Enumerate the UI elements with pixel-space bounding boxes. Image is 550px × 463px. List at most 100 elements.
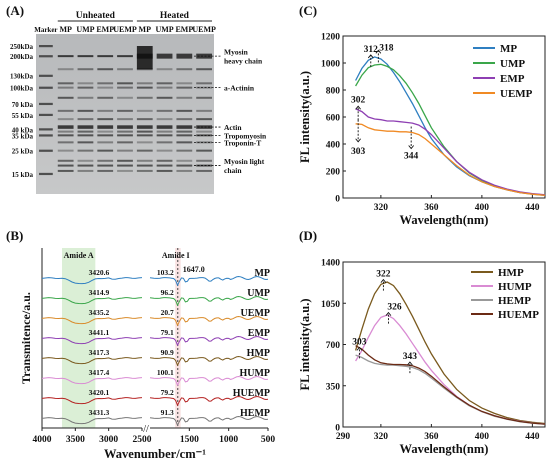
- sample-band: [176, 164, 193, 167]
- marker-band: [39, 74, 53, 77]
- fluorescence-chart-d: 0 350 700 1050 1400 290 320 360 400 440 Wavelength…: [298, 259, 546, 456]
- legend-label-ump: UMP: [500, 58, 525, 70]
- x-tick-label: 360: [424, 432, 439, 442]
- ftir-trace-hmp: [41, 355, 269, 367]
- sample-band: [196, 53, 212, 59]
- sample-band: [176, 96, 193, 99]
- annotation-arrow-head: [356, 346, 363, 351]
- marker-band: [39, 55, 53, 58]
- annotation-arrow-head: [355, 105, 361, 110]
- annotation-label: 322: [376, 270, 391, 280]
- sample-band: [156, 125, 173, 129]
- sample-band: [136, 164, 153, 167]
- marker-label: 100kDa: [10, 85, 33, 93]
- sample-band: [77, 118, 94, 121]
- x-tick-label: 320: [374, 432, 389, 442]
- y-tick-label: 1000: [321, 60, 340, 70]
- sample-band: [77, 55, 94, 58]
- ftir-trace-uemp: [41, 315, 269, 327]
- x-axis-title: Wavelength(nm): [400, 213, 489, 227]
- sample-band: [57, 82, 74, 85]
- sample-band: [97, 169, 114, 172]
- protein-label: Troponin-T: [224, 138, 261, 147]
- sample-band: [176, 125, 193, 129]
- sample-band: [196, 169, 212, 172]
- y-tick-label: 700: [326, 341, 341, 351]
- sample-band: [156, 118, 173, 121]
- series-line-emp: [355, 108, 546, 196]
- amide-a-value: 3414.9: [89, 288, 110, 297]
- annotation-label: 303: [352, 337, 367, 347]
- group-label-heated: Heated: [160, 11, 190, 21]
- amide-a-value: 3441.1: [89, 328, 110, 337]
- x-axis-title: Wavenumber/cm⁻¹: [104, 447, 206, 461]
- series-line-hump: [355, 314, 546, 425]
- legend-label-emp: EMP: [500, 73, 525, 85]
- sample-band: [117, 169, 133, 172]
- legend-label-hmp: HMP: [498, 267, 524, 279]
- sample-band: [176, 134, 193, 137]
- ftir-trace-huemp: [41, 395, 269, 407]
- sample-band: [136, 169, 153, 172]
- marker-band: [39, 113, 53, 117]
- sample-band: [77, 130, 94, 133]
- sample-band: [176, 159, 193, 162]
- lane-label: MP: [139, 25, 152, 34]
- marker-band: [39, 128, 53, 131]
- sample-band: [136, 109, 153, 112]
- amide-a-value: 3435.2: [89, 308, 110, 317]
- sample-band: [156, 149, 173, 152]
- sample-band: [97, 118, 114, 121]
- sample-smear: [136, 46, 153, 70]
- sample-band: [57, 96, 74, 99]
- sample-band: [77, 169, 94, 172]
- y-tick-label: 800: [326, 87, 341, 97]
- ftir-trace-hump: [41, 375, 269, 387]
- gel-background: [36, 34, 214, 194]
- lane-label: MP: [59, 25, 72, 34]
- sample-band: [117, 164, 133, 167]
- y-axis-title: FL intensity(a.u.): [298, 298, 312, 390]
- sample-band: [77, 68, 94, 71]
- marker-label: 15 kDa: [12, 171, 34, 179]
- ftir-trace-ump: [41, 295, 269, 307]
- lane-label: UMP: [76, 25, 94, 34]
- sample-band: [196, 82, 212, 85]
- sample-band: [156, 82, 173, 85]
- sample-band: [196, 130, 212, 133]
- lane-label: UEMP: [192, 25, 216, 34]
- sample-band: [77, 164, 94, 167]
- y-tick-label: 350: [326, 382, 341, 392]
- ftir-series-label: UMP: [247, 288, 270, 299]
- y-tick-label: 0: [335, 424, 340, 434]
- marker-band: [39, 149, 53, 152]
- sample-band: [176, 118, 193, 121]
- sample-band: [196, 86, 212, 89]
- x-tick-label: 1500: [180, 435, 199, 445]
- x-tick-label: 500: [261, 435, 276, 445]
- legend-label-uemp: UEMP: [500, 88, 533, 100]
- group-label-unheated: Unheated: [76, 11, 116, 21]
- sample-band: [196, 141, 212, 144]
- sample-band: [196, 164, 212, 167]
- sample-band: [97, 96, 114, 99]
- annotation-label: 344: [404, 152, 419, 162]
- sample-band: [117, 134, 133, 137]
- ftir-series-label: HUMP: [239, 368, 270, 379]
- sample-band: [156, 68, 173, 71]
- sample-band: [117, 118, 133, 121]
- panel-label-c: (C): [299, 3, 318, 18]
- annotation-arrow-head: [355, 138, 361, 143]
- x-tick-label: 3000: [99, 435, 118, 445]
- protein-label: Myosin: [224, 48, 249, 57]
- annotation-label: 303: [351, 147, 366, 157]
- sample-band: [196, 109, 212, 112]
- sample-band: [57, 169, 74, 172]
- legend-label-hump: HUMP: [498, 281, 532, 293]
- sample-band: [176, 82, 193, 85]
- sample-band: [97, 149, 114, 152]
- amide-i-value: 20.7: [161, 308, 174, 317]
- sample-band: [97, 55, 114, 58]
- sample-band: [97, 164, 114, 167]
